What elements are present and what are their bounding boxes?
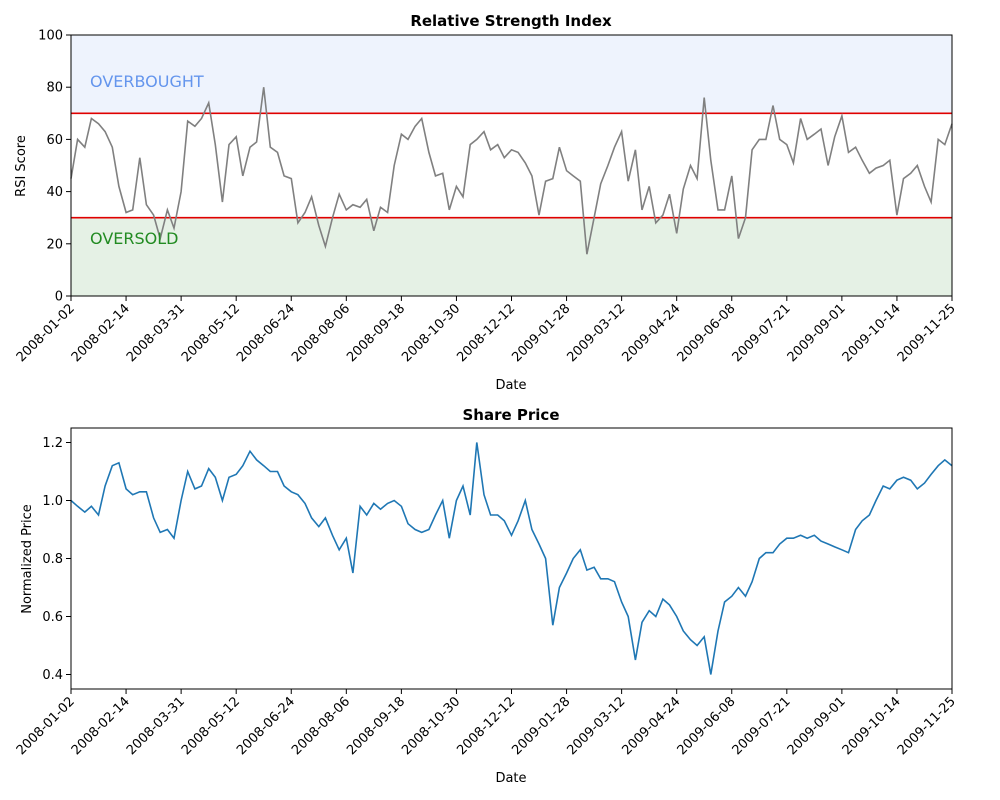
price-y-ticks: 0.4 0.6 0.8 1.0 1.2 [42, 436, 71, 683]
rsi-chart: OVERBOUGHT OVERSOLD 0 20 40 60 80 100 2008-01… [14, 12, 959, 393]
rsi-y-tick-label: 60 [46, 133, 63, 148]
price-chart: 0.40.60.81.01.2 2008-01-022008-02-142008… [14, 406, 959, 786]
rsi-x-tick-label: 2008-08-06 [289, 301, 353, 365]
rsi-x-tick-label: 2008-09-18 [344, 301, 408, 365]
rsi-x-tick-label: 2008-10-30 [399, 301, 463, 365]
price-x-tick-label: 2008-12-12 [454, 694, 518, 758]
price-x-tick-label: 2008-08-06 [289, 694, 353, 758]
price-y-tick-label: 1.0 [42, 494, 63, 509]
rsi-title: Relative Strength Index [410, 12, 612, 30]
price-x-tick-label: 2009-04-24 [619, 694, 683, 758]
rsi-x-tick-label: 2008-12-12 [454, 301, 518, 365]
price-title: Share Price [463, 406, 560, 424]
price-x-tick-label: 2008-05-12 [179, 694, 243, 758]
rsi-x-tick-label: 2009-09-01 [785, 301, 849, 365]
price-x-axis-label: Date [495, 771, 526, 786]
price-x-tick-label: 2009-06-08 [675, 694, 739, 758]
rsi-x-tick-label: 2009-03-12 [564, 301, 628, 365]
rsi-y-tick-label: 0 [55, 290, 63, 305]
rsi-x-tick-label: 2008-06-24 [234, 301, 298, 365]
rsi-x-tick-label: 2009-01-28 [509, 301, 573, 365]
rsi-y-tick-label: 20 [46, 237, 63, 252]
rsi-x-tick-label: 2009-07-21 [730, 301, 794, 365]
price-y-tick-label: 0.4 [42, 668, 63, 683]
rsi-x-tick-label: 2008-02-14 [69, 301, 133, 365]
oversold-zone [71, 218, 952, 296]
overbought-label: OVERBOUGHT [90, 72, 204, 91]
price-x-tick-label: 2008-01-02 [14, 694, 78, 758]
price-x-tick-label: 2008-02-14 [69, 694, 133, 758]
price-x-tick-label: 2008-06-24 [234, 694, 298, 758]
price-x-tick-label: 2009-11-25 [895, 694, 959, 758]
price-x-tick-label: 2008-09-18 [344, 694, 408, 758]
price-x-tick-label: 2009-10-14 [840, 694, 904, 758]
rsi-x-tick-label: 2009-10-14 [840, 301, 904, 365]
rsi-x-tick-label: 2009-06-08 [675, 301, 739, 365]
rsi-x-tick-label: 2009-11-25 [895, 301, 959, 365]
rsi-y-tick-label: 80 [46, 81, 63, 96]
price-x-tick-label: 2008-10-30 [399, 694, 463, 758]
price-x-ticks: 2008-01-022008-02-142008-03-312008-05-12… [14, 689, 959, 758]
price-axes-frame [71, 428, 952, 689]
price-y-tick-label: 0.6 [42, 610, 63, 625]
price-y-tick-label: 0.8 [42, 552, 63, 567]
oversold-label: OVERSOLD [90, 229, 178, 248]
rsi-x-axis-label: Date [495, 378, 526, 393]
price-x-tick-label: 2008-03-31 [124, 694, 188, 758]
rsi-y-axis-label: RSI Score [14, 135, 29, 197]
price-x-tick-label: 2009-03-12 [564, 694, 628, 758]
price-x-tick-label: 2009-01-28 [509, 694, 573, 758]
rsi-x-tick-label: 2009-04-24 [619, 301, 683, 365]
price-x-tick-label: 2009-09-01 [785, 694, 849, 758]
rsi-x-tick-label: 2008-01-02 [14, 301, 78, 365]
rsi-x-tick-label: 2008-03-31 [124, 301, 188, 365]
price-y-axis-label: Normalized Price [20, 504, 35, 614]
rsi-x-ticks: 2008-01-022008-02-142008-03-312008-05-12… [14, 296, 959, 365]
price-y-tick-label: 1.2 [42, 436, 63, 451]
price-x-tick-label: 2009-07-21 [730, 694, 794, 758]
rsi-x-tick-label: 2008-05-12 [179, 301, 243, 365]
rsi-y-ticks: 0 20 40 60 80 100 [38, 29, 71, 305]
price-series-line [71, 443, 952, 675]
rsi-y-tick-label: 40 [46, 185, 63, 200]
rsi-y-tick-label: 100 [38, 29, 63, 44]
